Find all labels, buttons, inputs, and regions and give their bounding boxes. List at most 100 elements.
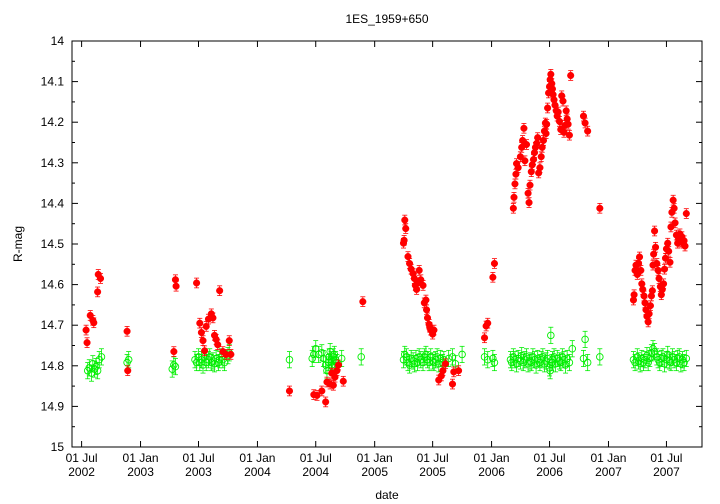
data-point [520, 124, 528, 132]
data-point [172, 282, 180, 290]
data-point [430, 326, 438, 334]
data-point [543, 120, 551, 128]
comparison-point [563, 354, 571, 363]
y-tick-label: 14.3 [41, 156, 65, 170]
x-tick-label: 01 Jul [650, 451, 682, 465]
data-point [524, 189, 532, 197]
data-point [402, 225, 410, 233]
x-tick-label: 01 Jan [474, 451, 510, 465]
x-tick-label-year: 2002 [68, 465, 95, 479]
comparison-point [308, 354, 316, 363]
data-point [339, 377, 347, 385]
data-point [562, 107, 570, 115]
data-point [423, 306, 431, 314]
comparison-point [210, 360, 219, 368]
data-point [202, 322, 210, 330]
x-tick-label-year: 2003 [185, 465, 212, 479]
data-point [630, 291, 638, 299]
comparison-point [579, 354, 588, 363]
y-tick-label: 14.8 [41, 359, 65, 373]
data-point [564, 120, 572, 128]
data-point [455, 367, 463, 375]
data-point [123, 327, 131, 335]
data-point [413, 285, 421, 294]
data-point [669, 196, 677, 204]
data-point [441, 360, 450, 368]
x-tick-label-year: 2003 [127, 465, 154, 479]
comparison-point [568, 344, 577, 353]
data-point [648, 287, 656, 295]
data-point [660, 265, 669, 273]
data-point [514, 164, 522, 172]
data-point [225, 337, 233, 345]
data-point [401, 216, 409, 224]
comparison-point [490, 358, 499, 367]
x-tick-label-year: 2004 [244, 465, 271, 479]
x-tick-label-year: 2004 [302, 465, 329, 479]
data-point [525, 199, 533, 207]
x-tick-label-year: 2006 [536, 465, 563, 479]
x-tick-label: 01 Jul [66, 451, 98, 465]
data-point [544, 104, 552, 112]
data-point [526, 181, 534, 189]
comparison-point [646, 354, 654, 363]
data-point [313, 391, 321, 399]
data-point [199, 337, 207, 345]
data-point [82, 326, 90, 334]
data-point [489, 273, 497, 281]
plot-frame [71, 40, 703, 448]
data-point [170, 348, 178, 356]
data-point [646, 302, 654, 310]
data-point [671, 219, 679, 227]
data-point [547, 70, 555, 78]
data-point [670, 204, 678, 212]
data-point [124, 367, 132, 375]
comparison-point [581, 335, 589, 344]
x-tick-label: 01 Jul [182, 451, 214, 465]
x-tick-label-year: 2005 [361, 465, 388, 479]
data-point [490, 259, 499, 268]
comparison-point [483, 355, 492, 364]
x-axis-label: date [375, 488, 399, 502]
y-tick-label: 14.2 [41, 115, 65, 129]
data-point [652, 243, 660, 251]
data-point [209, 314, 217, 322]
data-point [511, 180, 519, 188]
y-tick-label: 14.7 [41, 318, 65, 332]
data-point [639, 285, 647, 294]
data-point [193, 279, 201, 287]
comparison-point [170, 361, 178, 369]
data-point [637, 266, 645, 274]
data-point [83, 339, 91, 347]
data-point [510, 193, 518, 201]
data-point [536, 164, 544, 172]
data-point [216, 287, 224, 295]
x-tick-label: 01 Jan [357, 451, 393, 465]
comparison-point [547, 331, 555, 340]
comparison-point [583, 358, 592, 367]
data-point [509, 204, 517, 212]
data-point [521, 157, 529, 165]
data-point [516, 153, 524, 161]
comparison-point [458, 350, 466, 359]
data-point [665, 247, 673, 255]
data-point [537, 153, 545, 161]
comparison-point [93, 366, 102, 375]
data-point [681, 242, 689, 250]
y-tick-label: 15 [51, 440, 65, 454]
data-point [329, 381, 337, 389]
data-point [664, 239, 672, 247]
comparison-point [565, 358, 574, 367]
x-tick-label: 01 Jul [300, 451, 332, 465]
data-point [214, 341, 222, 349]
data-point [644, 318, 652, 326]
comparison-point [448, 353, 457, 361]
comparison-point [357, 353, 365, 361]
data-point [554, 108, 562, 116]
data-series [82, 69, 691, 408]
data-point [522, 140, 531, 149]
data-point [584, 127, 592, 135]
data-point [96, 274, 105, 283]
data-point [484, 319, 492, 327]
